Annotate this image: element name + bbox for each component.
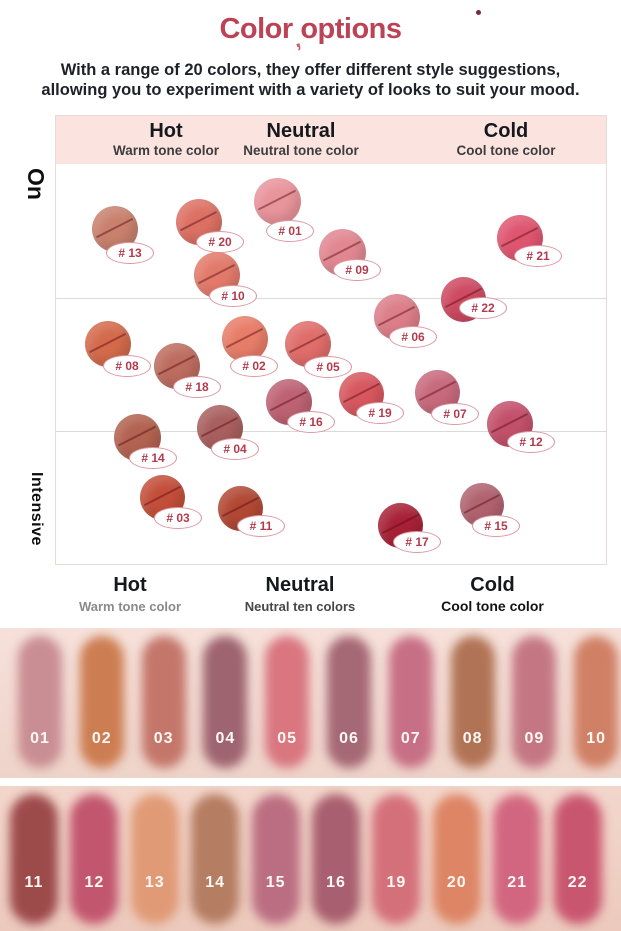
swatch-number: 14 [205, 874, 226, 891]
page-title-part1: Color [219, 13, 293, 45]
lip-swatch [312, 794, 360, 924]
chart-column-neutral-label: Neutral [266, 120, 336, 142]
tone-chart: Hot Warm tone color Neutral Neutral tone… [55, 115, 607, 565]
bottom-column-neutral-sublabel: Neutral ten colors [244, 599, 356, 614]
chart-column-neutral: Neutral Neutral tone color [211, 119, 391, 159]
page-title: Color,options [0, 13, 621, 52]
lip-swatch [450, 636, 495, 768]
subtitle-line-2: allowing you to experiment with a variet… [41, 81, 580, 99]
lip-swatch [574, 636, 619, 768]
bottom-column-hot: Hot Warm tone color [40, 572, 220, 615]
chart-column-cold-label: Cold [483, 120, 529, 142]
swatch-number: 06 [339, 730, 359, 747]
bottom-column-cold-label: Cold [470, 574, 515, 596]
swatch-number: 07 [400, 730, 421, 747]
swatch-number: 20 [446, 874, 467, 891]
swatch-number: 19 [386, 874, 407, 891]
lip-swatch [70, 794, 119, 924]
tone-chart-header: Hot Warm tone color Neutral Neutral tone… [56, 116, 606, 164]
swatch-number: 05 [277, 730, 298, 747]
swatch-number: 12 [84, 874, 105, 891]
lip-swatch [18, 636, 62, 768]
bottom-column-cold-sublabel: Cool tone color [441, 598, 544, 614]
swatch-number: 02 [91, 730, 112, 747]
swatch-number: 21 [507, 874, 528, 891]
bottom-column-hot-label: Hot [113, 574, 147, 596]
axis-label-intensive: Intensive [28, 472, 45, 546]
lip-swatch [432, 794, 481, 924]
lip-swatch [493, 794, 542, 924]
lip-swatch [553, 794, 602, 924]
swatch-strip-2: 11 12 13 14 15 16 19 20 21 22 [0, 786, 621, 931]
lip-swatch [251, 794, 300, 924]
swatch-number: 09 [524, 730, 545, 747]
swatch-number: 11 [24, 874, 44, 891]
chart-column-neutral-sublabel: Neutral tone color [243, 143, 359, 158]
swatch-number: 15 [265, 874, 286, 891]
swatch-number: 04 [215, 730, 236, 747]
chart-column-cold: Cold Cool tone color [411, 119, 601, 159]
swatch-number: 13 [144, 874, 165, 891]
swatch-strip-1: 01 02 03 04 05 06 07 08 09 10 [0, 628, 621, 778]
swatch-number: 03 [153, 730, 174, 747]
bottom-column-neutral-label: Neutral [265, 574, 335, 596]
subtitle-line-1: With a range of 20 colors, they offer di… [60, 61, 561, 79]
lip-swatch [10, 794, 58, 924]
lip-swatch [130, 794, 179, 924]
lip-swatch [203, 636, 248, 768]
chart-row-divider-1 [56, 298, 606, 299]
lip-swatch [327, 636, 371, 768]
swatch-number: 01 [30, 730, 50, 747]
lip-swatch [141, 636, 186, 768]
lip-swatch [512, 636, 557, 768]
lip-swatch [79, 636, 124, 768]
swatch-number: 10 [586, 730, 607, 747]
chart-row-divider-2 [56, 431, 606, 432]
swatch-number: 08 [462, 730, 483, 747]
chart-column-hot-sublabel: Warm tone color [112, 143, 219, 158]
lip-swatch [388, 636, 433, 768]
axis-label-on: On [23, 168, 49, 200]
swatch-number: 16 [326, 874, 346, 891]
chart-column-hot-label: Hot [149, 120, 183, 142]
bottom-column-cold: Cold Cool tone color [400, 572, 585, 615]
bottom-column-hot-sublabel: Warm tone color [78, 599, 182, 614]
decorative-dot [476, 10, 481, 15]
chart-column-cold-sublabel: Cool tone color [456, 143, 556, 158]
page-subtitle: With a range of 20 colors, they offer di… [0, 60, 621, 100]
bottom-column-neutral: Neutral Neutral ten colors [210, 572, 390, 615]
lip-swatch [191, 794, 240, 924]
chart-column-hot: Hot Warm tone color [66, 119, 266, 159]
lip-swatch [372, 794, 421, 924]
swatch-number: 22 [567, 874, 588, 891]
bottom-axis: Hot Warm tone color Neutral Neutral ten … [0, 572, 621, 622]
page-title-part2: options [300, 13, 402, 45]
lip-swatch [265, 636, 310, 768]
